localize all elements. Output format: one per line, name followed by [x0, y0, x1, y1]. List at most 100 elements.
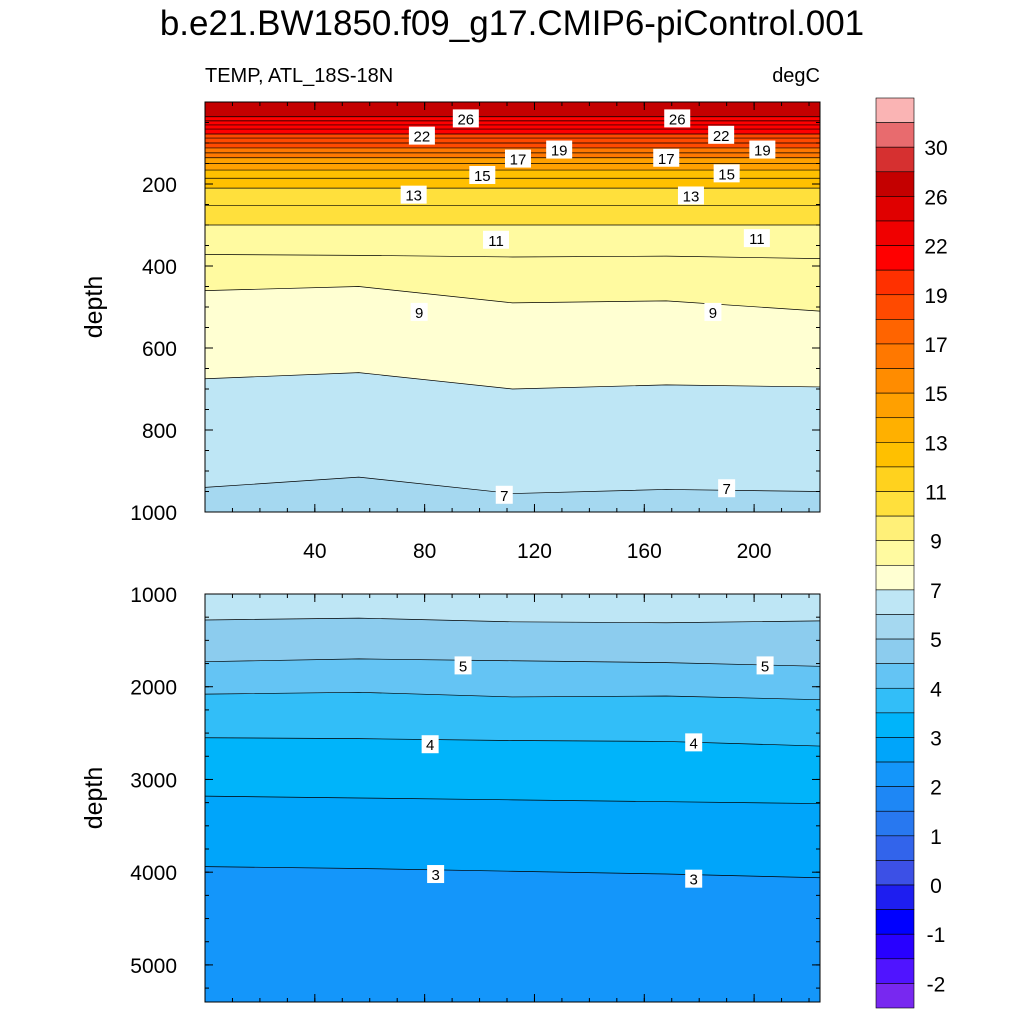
contour-label: 26 [669, 111, 686, 128]
left-string: TEMP, ATL_18S-18N [205, 65, 393, 87]
contour-label-box [708, 125, 735, 144]
contour-label-box [546, 140, 573, 159]
colorbar-box [875, 368, 915, 394]
colorbar-box [875, 466, 915, 492]
contour-line [204, 737, 821, 747]
colorbar-box [875, 638, 915, 664]
colorbar-box [875, 614, 915, 640]
colorbar-box [875, 196, 915, 222]
contour-label-box [469, 165, 496, 184]
colorbar-label: 26 [924, 186, 947, 209]
colorbar-box [875, 761, 915, 787]
colorbar-box [875, 343, 915, 369]
x-tick-label: 120 [517, 540, 552, 563]
colorbar-label: 9 [930, 531, 942, 554]
contour-label: 26 [457, 111, 474, 128]
colorbar-box [875, 245, 915, 271]
colorbar-box [875, 663, 915, 689]
colorbar-box [875, 712, 915, 738]
contour-label: 5 [761, 658, 769, 675]
colorbar-box [875, 294, 915, 320]
colorbar-label: 13 [924, 432, 947, 455]
contour-label-box [749, 140, 776, 159]
contour-label-box [452, 109, 479, 128]
colorbar-box [875, 417, 915, 443]
contour-label-box [427, 865, 445, 884]
contour-label: 7 [500, 488, 508, 505]
y-tick-label: 5000 [130, 955, 177, 978]
colorbar-box [875, 97, 915, 123]
colorbar-label: -1 [927, 924, 946, 947]
contour-line [204, 372, 821, 390]
colorbar: 30 26 22 19 17 15 13 11 9 7 5 4 3 2 1 0 -1 -2 [875, 97, 948, 1009]
contour-label-box [704, 302, 722, 321]
colorbar-label: 17 [924, 334, 947, 357]
contour-label-box [718, 479, 736, 498]
colorbar-label: 5 [930, 629, 942, 652]
colorbar-label: 22 [924, 236, 947, 259]
contour-label: 4 [690, 735, 698, 752]
colorbar-box [875, 146, 915, 173]
colorbar-box [875, 909, 915, 935]
contour-label-box [677, 186, 704, 205]
contour-label-box [408, 126, 435, 145]
bottom-panel: 5 5 4 4 3 3 1000 2000 3000 4000 5000 depth [80, 584, 821, 1003]
contour-label-box [421, 735, 439, 754]
y-tick-label: 1000 [130, 584, 177, 607]
contour-label-box [685, 869, 703, 888]
colorbar-box [875, 171, 915, 197]
contour-label: 17 [510, 152, 527, 169]
colorbar-box [875, 933, 915, 960]
colorbar-box [875, 564, 915, 591]
contour-label: 15 [718, 166, 735, 183]
contour-label: 9 [415, 305, 423, 322]
colorbar-box [875, 589, 915, 615]
y-tick-label: 3000 [130, 769, 177, 792]
top-panel: 26 26 22 22 19 19 17 17 15 15 13 13 11 11 9 9 7 7 200 400 60… [80, 101, 821, 563]
contour-label: 13 [683, 188, 700, 205]
contour-label: 4 [426, 737, 434, 754]
x-tick-label: 80 [413, 540, 436, 563]
contour-label-box [400, 185, 427, 204]
x-tick-label: 40 [303, 540, 326, 563]
contour-label: 9 [709, 305, 717, 322]
contour-label: 22 [713, 128, 730, 145]
contour-label: 3 [690, 872, 698, 889]
colorbar-label: 4 [930, 678, 942, 701]
contour-line [204, 617, 821, 624]
contour-label-box [743, 229, 770, 248]
contour-band [205, 866, 820, 1002]
contour-label: 19 [754, 143, 771, 160]
contour-label: 19 [551, 143, 568, 160]
y-tick-label: 800 [142, 420, 177, 443]
x-tick-label: 160 [627, 540, 662, 563]
colorbar-box [875, 810, 915, 837]
contour-line [204, 691, 821, 701]
colorbar-box [875, 540, 915, 566]
colorbar-box [875, 515, 915, 542]
contour-label: 7 [722, 481, 730, 498]
contour-label-box [756, 656, 774, 675]
colorbar-box [875, 737, 915, 763]
colorbar-label: 1 [930, 826, 942, 849]
y-axis-label: depth [80, 276, 108, 339]
y-tick-label: 2000 [130, 677, 177, 700]
colorbar-label: 7 [930, 580, 942, 603]
contour-line [204, 866, 821, 879]
y-tick-label: 1000 [130, 502, 177, 525]
contour-line [204, 658, 821, 667]
chart-title: b.e21.BW1850.f09_g17.CMIP6-piControl.001 [159, 4, 865, 43]
contour-label: 22 [414, 129, 431, 146]
colorbar-label: 0 [930, 875, 942, 898]
colorbar-box [875, 269, 915, 296]
colorbar-box [875, 319, 915, 345]
contour-label: 11 [488, 233, 504, 250]
colorbar-label: 11 [925, 482, 947, 505]
y-tick-label: 400 [142, 256, 177, 279]
y-tick-label: 200 [142, 174, 177, 197]
contour-label: 15 [474, 168, 491, 185]
contour-label-box [483, 230, 510, 249]
colorbar-label: 3 [930, 727, 942, 750]
contour-label-box [504, 149, 531, 168]
colorbar-box [875, 835, 915, 861]
